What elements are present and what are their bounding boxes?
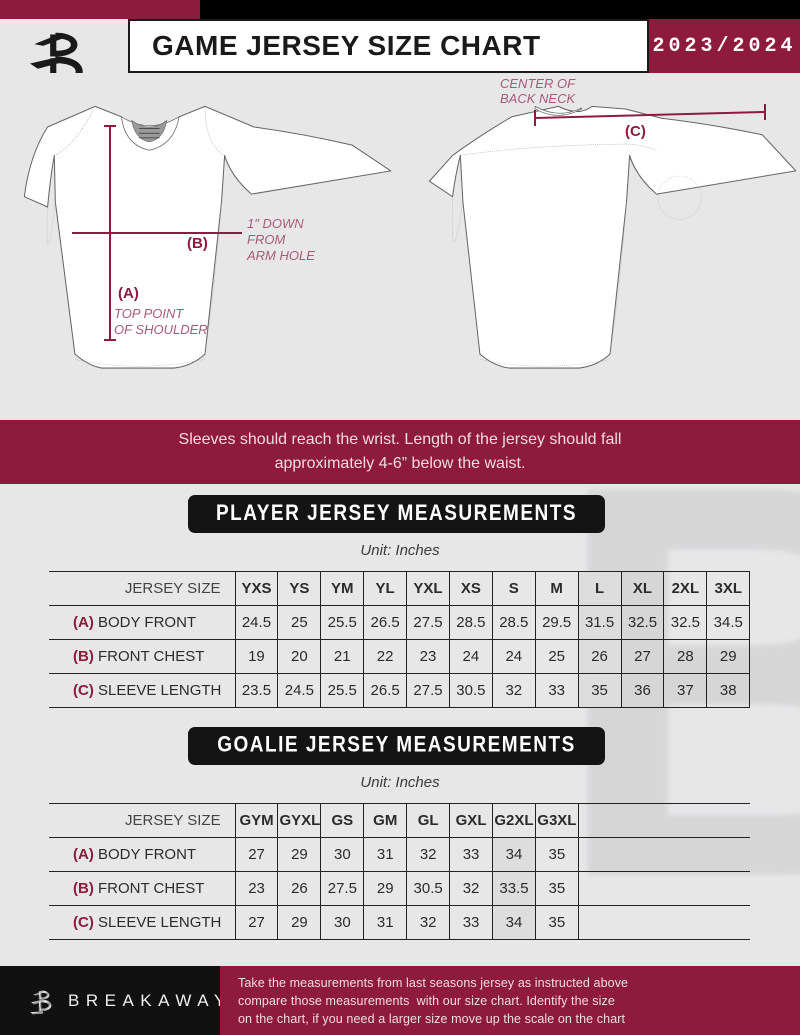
svg-text:(B): (B) (187, 235, 208, 252)
svg-text:ARM HOLE: ARM HOLE (246, 248, 315, 263)
svg-text:BACK NECK: BACK NECK (500, 91, 576, 106)
svg-text:OF SHOULDER: OF SHOULDER (114, 322, 208, 337)
svg-text:FROM: FROM (247, 232, 285, 247)
svg-text:CENTER OF: CENTER OF (500, 78, 576, 91)
svg-text:(C): (C) (625, 123, 646, 140)
svg-text:(A): (A) (118, 285, 139, 302)
svg-text:1" DOWN: 1" DOWN (247, 216, 304, 231)
svg-text:TOP POINT: TOP POINT (114, 306, 184, 321)
